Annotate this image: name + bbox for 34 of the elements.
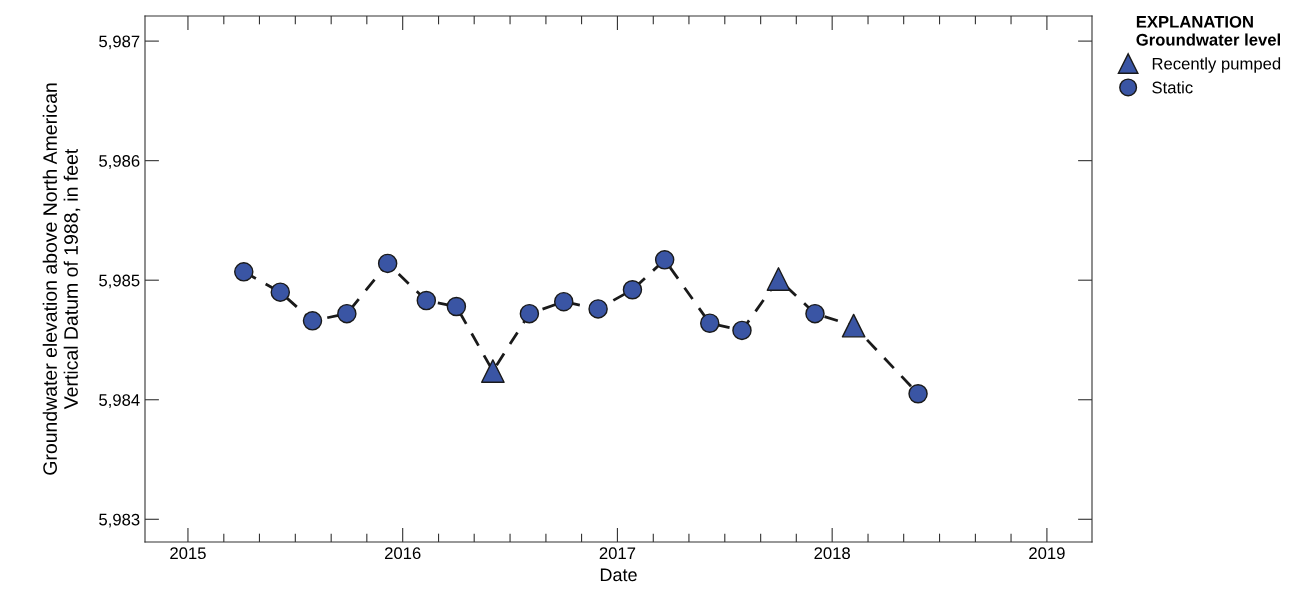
legend-label: Recently pumped xyxy=(1152,57,1281,73)
point xyxy=(416,290,437,311)
x-tick-label: 2019 xyxy=(1029,547,1065,560)
y-tick-label: 5,984 xyxy=(99,394,140,408)
point xyxy=(234,262,254,282)
x-tick-label: 2015 xyxy=(170,547,206,560)
point xyxy=(805,303,825,324)
legend-title: EXPLANATION Groundwater level xyxy=(1136,15,1280,46)
point xyxy=(700,313,720,333)
point xyxy=(377,253,398,274)
point xyxy=(446,296,467,317)
x-tick-label: 2017 xyxy=(599,547,636,560)
y-tick-label: 5,987 xyxy=(99,35,140,50)
point xyxy=(270,282,291,302)
point xyxy=(732,320,752,341)
point xyxy=(654,250,675,270)
point xyxy=(766,267,791,291)
point xyxy=(302,311,323,331)
point xyxy=(908,384,928,404)
y-axis-title: Groundwater elevation above North American Vertical Datum of 1988, in feet xyxy=(42,83,81,475)
y-tick-label: 5,985 xyxy=(99,274,140,289)
point xyxy=(480,359,505,383)
point xyxy=(588,299,608,319)
point xyxy=(622,280,643,300)
point xyxy=(337,303,357,324)
point xyxy=(841,313,866,338)
x-tick-label: 2018 xyxy=(814,547,850,560)
point xyxy=(519,303,540,324)
y-tick-label: 5,983 xyxy=(99,513,140,528)
x-axis-title: Date xyxy=(600,568,637,582)
legend-label: Static xyxy=(1152,81,1193,94)
point xyxy=(553,291,574,312)
x-tick-label: 2016 xyxy=(384,547,421,560)
y-tick-label: 5,986 xyxy=(99,155,140,169)
